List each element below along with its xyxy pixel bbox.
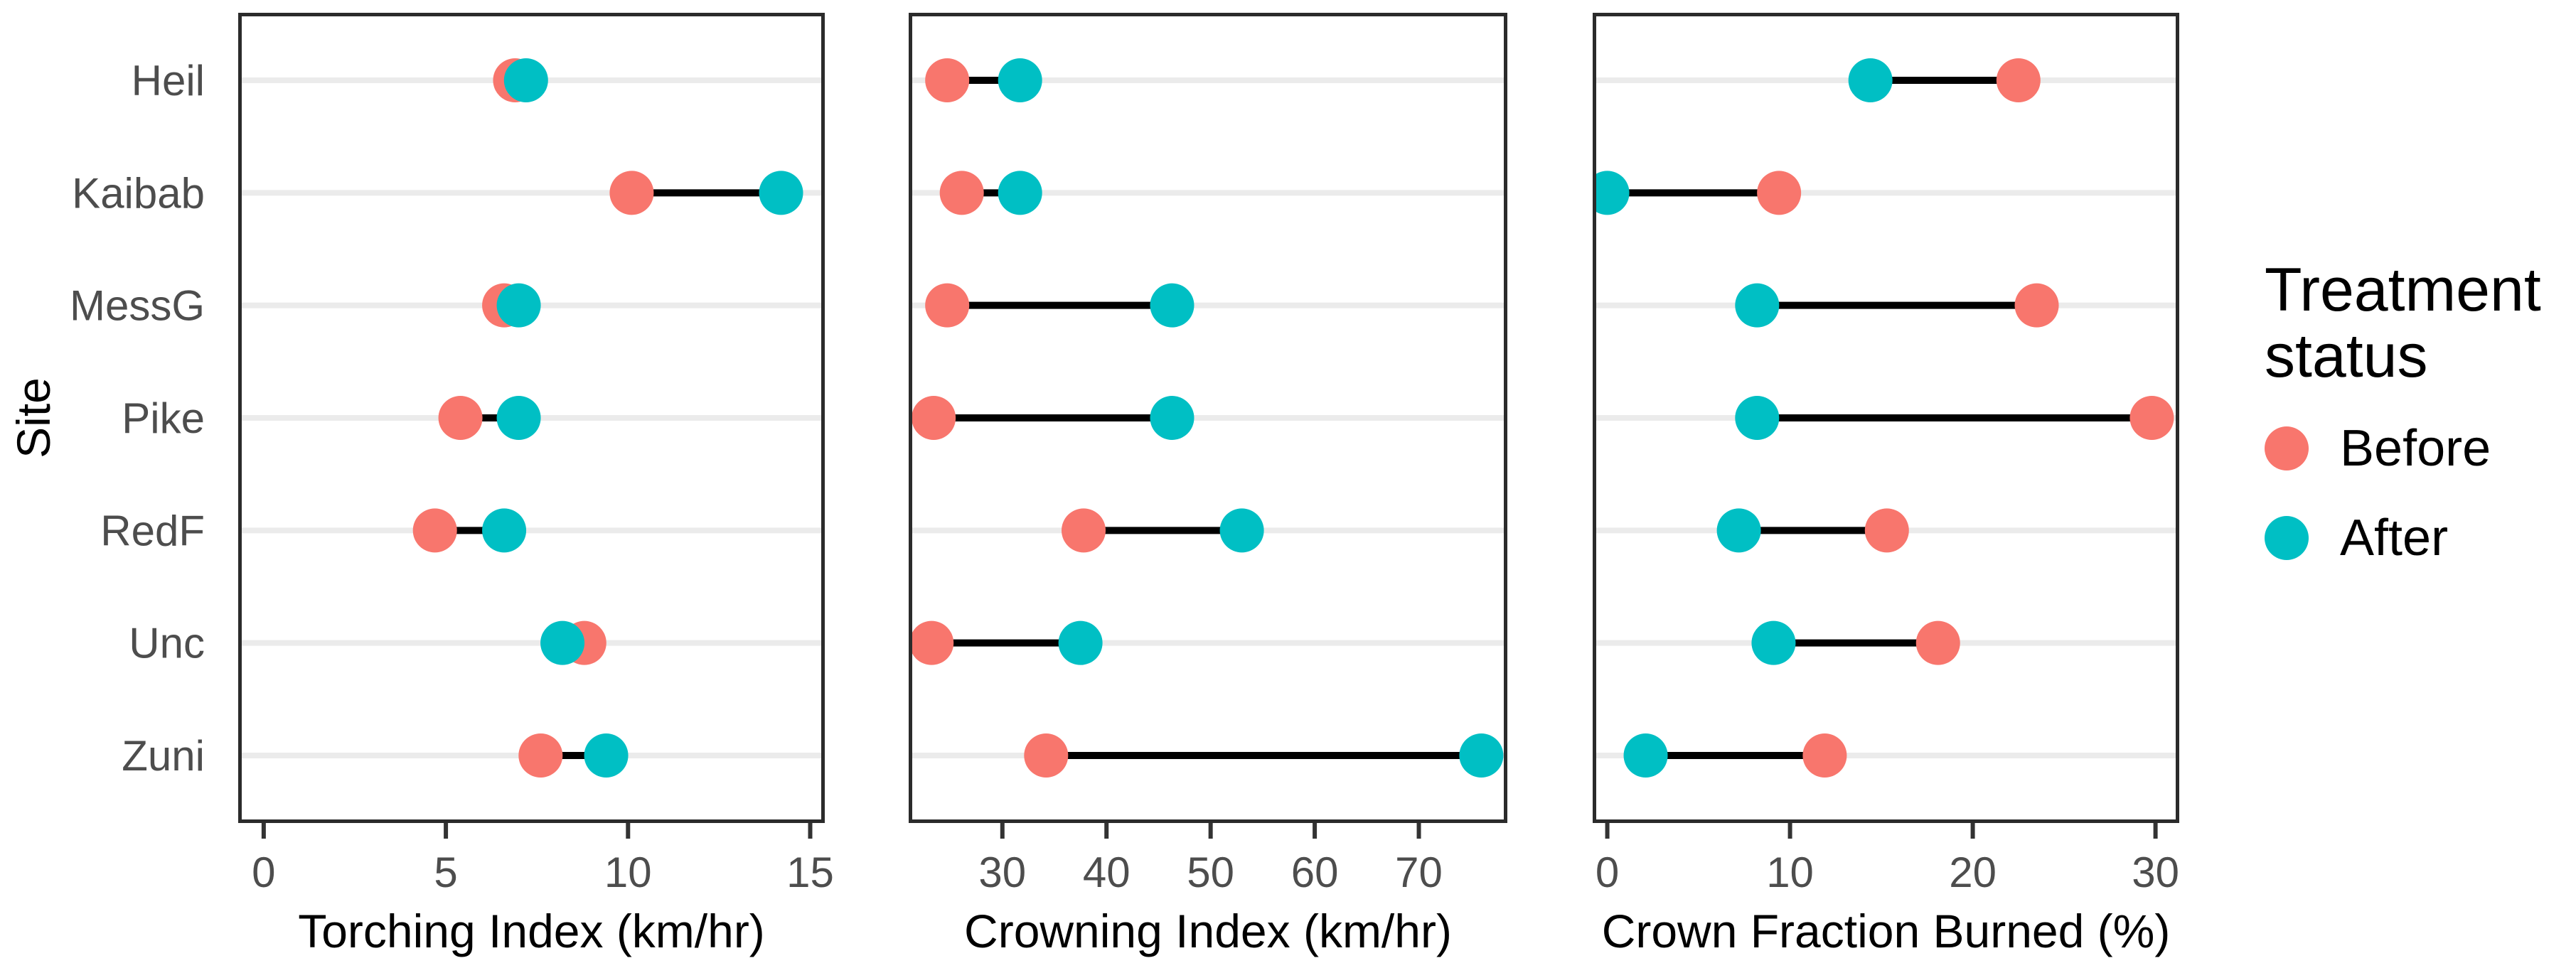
point-after-heil xyxy=(998,58,1042,102)
point-after-unc xyxy=(1751,620,1796,665)
point-after-redf xyxy=(1219,508,1264,553)
point-after-messg xyxy=(496,283,541,328)
x-tick-label: 0 xyxy=(252,849,275,896)
y-axis-label-messg: MessG xyxy=(70,282,205,330)
point-before-kaibab xyxy=(1757,171,1802,215)
legend-after-dot-icon xyxy=(2265,515,2309,560)
point-before-heil xyxy=(925,58,970,102)
x-tick-label: 60 xyxy=(1291,849,1339,896)
point-before-kaibab xyxy=(939,171,984,215)
point-after-kaibab xyxy=(998,171,1042,215)
panel-marks-0 xyxy=(242,58,821,778)
x-tick-label: 70 xyxy=(1395,849,1443,896)
point-after-redf xyxy=(1716,508,1761,553)
point-after-zuni xyxy=(584,733,629,778)
point-after-kaibab xyxy=(759,171,803,215)
y-axis-title-text: Site xyxy=(7,377,60,458)
y-axis-label-kaibab: Kaibab xyxy=(72,169,205,217)
point-after-redf xyxy=(482,508,527,553)
point-before-redf xyxy=(1062,508,1106,553)
point-after-messg xyxy=(1150,283,1195,328)
legend-item-after: After xyxy=(2265,509,2576,567)
x-tick-label: 5 xyxy=(434,849,457,896)
y-axis-label-pike: Pike xyxy=(122,394,205,442)
point-after-messg xyxy=(1735,283,1780,328)
point-before-messg xyxy=(925,283,970,328)
point-before-kaibab xyxy=(609,171,654,215)
point-after-zuni xyxy=(1623,733,1668,778)
y-axis-label-zuni: Zuni xyxy=(122,732,205,780)
x-tick-label: 0 xyxy=(1596,849,1619,896)
point-after-unc xyxy=(1058,620,1103,665)
x-tick-label: 40 xyxy=(1083,849,1131,896)
point-after-pike xyxy=(1150,396,1195,440)
x-tick-label: 10 xyxy=(1766,849,1814,896)
point-after-unc xyxy=(540,620,585,665)
y-axis-label-heil: Heil xyxy=(132,57,205,104)
point-before-zuni xyxy=(1802,733,1847,778)
legend-title: Treatment status xyxy=(2265,256,2541,390)
x-tick-label: 30 xyxy=(2132,849,2179,896)
point-before-zuni xyxy=(1024,733,1069,778)
x-tick-label: 10 xyxy=(604,849,652,896)
point-before-redf xyxy=(412,508,457,553)
legend-label-before: Before xyxy=(2340,419,2491,477)
legend-before-dot-icon xyxy=(2265,426,2309,470)
point-before-heil xyxy=(1996,58,2041,102)
point-before-pike xyxy=(2129,396,2174,440)
point-after-pike xyxy=(1735,396,1780,440)
point-before-unc xyxy=(1915,620,1960,665)
legend: Treatment status Before After xyxy=(2265,257,2576,598)
point-before-pike xyxy=(912,396,956,440)
point-before-pike xyxy=(438,396,483,440)
point-before-unc xyxy=(912,620,954,665)
y-axis-label-unc: Unc xyxy=(129,620,205,667)
x-tick-label: 50 xyxy=(1187,849,1234,896)
panel-marks-2 xyxy=(1596,58,2176,778)
x-tick-label: 15 xyxy=(786,849,834,896)
legend-label-after: After xyxy=(2340,509,2449,566)
point-after-heil xyxy=(503,58,548,102)
point-before-zuni xyxy=(518,733,563,778)
panel-marks-1 xyxy=(912,58,1504,778)
point-after-kaibab xyxy=(1596,171,1630,215)
x-tick-label: 30 xyxy=(978,849,1026,896)
x-tick-label: 20 xyxy=(1949,849,1997,896)
legend-item-before: Before xyxy=(2265,419,2576,478)
x-axis-title-torching-index: Torching Index (km/hr) xyxy=(298,905,765,957)
point-before-messg xyxy=(2014,283,2059,328)
point-before-redf xyxy=(1864,508,1909,553)
point-after-heil xyxy=(1848,58,1893,102)
x-axis-title-crown-fraction-burned: Crown Fraction Burned (%) xyxy=(1601,905,2171,957)
y-axis-label-redf: RedF xyxy=(100,507,205,554)
x-axis-title-crowning-index: Crowning Index (km/hr) xyxy=(964,905,1452,957)
point-after-zuni xyxy=(1459,733,1504,778)
point-after-pike xyxy=(496,396,541,440)
